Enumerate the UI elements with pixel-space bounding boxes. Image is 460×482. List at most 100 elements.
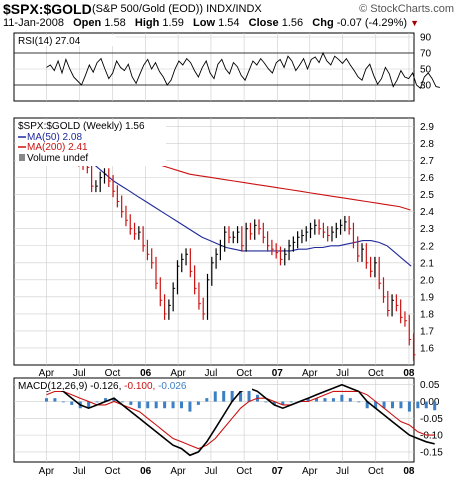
macd-tick-label: -0.15 [420, 447, 443, 458]
x-tick-label: Apr [302, 368, 318, 379]
x-tick-label: Oct [105, 466, 121, 477]
chart-description: (S&P 500/Gold (EOD)) INDX/INDX [92, 3, 262, 15]
macd-histogram-bar [374, 401, 378, 409]
low-value: 1.54 [218, 17, 240, 29]
x-tick-label: Jul [205, 368, 218, 379]
rsi-tick-label: 90 [420, 33, 432, 44]
x-tick-label: Oct [105, 368, 121, 379]
volume-legend: Volume undef [27, 153, 88, 164]
chg-value: -0.07 (-4.29%) [336, 17, 408, 29]
x-tick-label: Oct [236, 466, 252, 477]
macd-histogram-bar [289, 401, 293, 403]
macd-histogram-bar [120, 401, 124, 403]
macd-histogram-bar [391, 401, 395, 409]
macd-legend-part: -0.026 [155, 381, 187, 392]
price-tick-label: 2.2 [420, 241, 434, 252]
x-tick-label: Jul [73, 466, 86, 477]
legend-bg [16, 380, 252, 391]
price-tick-label: 2.6 [420, 173, 434, 184]
macd-histogram-bar [188, 401, 192, 412]
close-label: Close [248, 17, 279, 29]
macd-histogram-bar [357, 401, 361, 403]
x-tick-label: Oct [236, 368, 252, 379]
chart-symbol: $SPX:$GOLD [3, 1, 92, 17]
price-tick-label: 1.7 [420, 326, 434, 337]
macd-histogram-bar [53, 398, 57, 402]
macd-histogram-bar [95, 401, 99, 403]
price-tick-label: 1.6 [420, 343, 434, 354]
x-tick-label: Apr [302, 466, 318, 477]
macd-panel: 0.05 0.00 -0.05 -0.10 -0.15 MACD(12,26,9) -0.… [13, 377, 443, 463]
macd-histogram-bar [424, 401, 428, 409]
stockcharts-logo: © StockCharts.com [359, 3, 454, 15]
macd-histogram-bar [70, 401, 74, 405]
rsi-tick-label: 50 [420, 65, 432, 76]
x-tick-label: 08 [403, 368, 415, 379]
low-label: Low [193, 17, 216, 29]
macd-legend-part: MACD(12,26,9) -0.126, [18, 381, 121, 392]
x-tick-label: Jul [336, 466, 349, 477]
price-tick-label: 1.9 [420, 292, 434, 303]
price-tick-label: 2.9 [420, 122, 434, 133]
x-tick-label: 06 [140, 466, 152, 477]
macd-histogram-bar [205, 398, 209, 402]
macd-histogram-bar [61, 401, 65, 403]
x-tick-label: Oct [368, 466, 384, 477]
x-tick-label: Apr [170, 368, 186, 379]
macd-tick-label: 0.05 [420, 380, 440, 391]
macd-histogram-bar [104, 398, 108, 402]
macd-histogram-bar [281, 401, 285, 405]
macd-tick-label: 0.00 [420, 397, 440, 408]
rsi-line [46, 51, 440, 89]
price-panel: 1.6 1.7 1.8 1.9 2.0 2.1 2.2 2.3 2.4 2.5 2.6 2.7 2.8 2… [13, 117, 434, 366]
close-value: 1.56 [281, 17, 304, 29]
ma50-legend: MA(50) 2.08 [27, 132, 82, 143]
x-tick-label: Apr [170, 466, 186, 477]
macd-tick-label: -0.05 [420, 414, 443, 425]
macd-histogram-bar [180, 401, 184, 409]
macd-histogram-bar [306, 398, 310, 402]
price-tick-label: 1.8 [420, 309, 434, 320]
ma50-line [57, 134, 412, 267]
x-tick-label: Oct [368, 368, 384, 379]
macd-histogram-bar [433, 401, 437, 411]
macd-histogram-bar [407, 401, 411, 412]
rsi-tick-label: 70 [420, 49, 432, 60]
price-legend: $SPX:$GOLD (Weekly) 1.56 [18, 121, 145, 132]
macd-histogram-bar [272, 401, 276, 405]
macd-histogram-bar [112, 398, 116, 402]
macd-histogram-bar [196, 401, 200, 405]
quote-date: 11-Jan-2008 [3, 17, 64, 29]
macd-tick-label: -0.10 [420, 431, 443, 442]
macd-histogram-bar [154, 401, 158, 409]
macd-histogram-bar [137, 401, 141, 409]
ma200-legend: MA(200) 2.41 [27, 142, 88, 153]
macd-legend-part: -0.100, [121, 381, 155, 392]
macd-histogram-bar [416, 401, 420, 409]
x-tick-label: 06 [140, 368, 152, 379]
macd-histogram-bar [146, 401, 150, 409]
macd-histogram-bar [247, 388, 251, 402]
macd-histogram-bar [87, 401, 91, 409]
legend-bg [16, 35, 116, 46]
x-tick-label: Jul [205, 466, 218, 477]
price-tick-label: 2.7 [420, 156, 434, 167]
price-tick-label: 2.5 [420, 190, 434, 201]
high-label: High [134, 17, 160, 29]
x-tick-label: 07 [272, 466, 284, 477]
price-tick-label: 2.8 [420, 139, 434, 150]
price-tick-label: 2.4 [420, 207, 434, 218]
x-tick-label: 07 [272, 368, 284, 379]
macd-histogram-bar [163, 401, 167, 409]
macd-histogram-bar [399, 401, 403, 409]
macd-histogram-bar [331, 398, 335, 402]
macd-histogram-bar [239, 384, 243, 402]
macd-histogram-bar [171, 401, 175, 409]
x-axis: Apr Jul Oct 06 Apr Jul Oct 07 Apr Jul Oct 08 Apr Jul O… [39, 368, 415, 477]
macd-signal-line [46, 390, 435, 450]
macd-histogram-bar [323, 398, 327, 402]
macd-histogram-bar [365, 401, 369, 409]
chg-label: Chg [312, 17, 334, 29]
price-tick-label: 2.0 [420, 275, 434, 286]
